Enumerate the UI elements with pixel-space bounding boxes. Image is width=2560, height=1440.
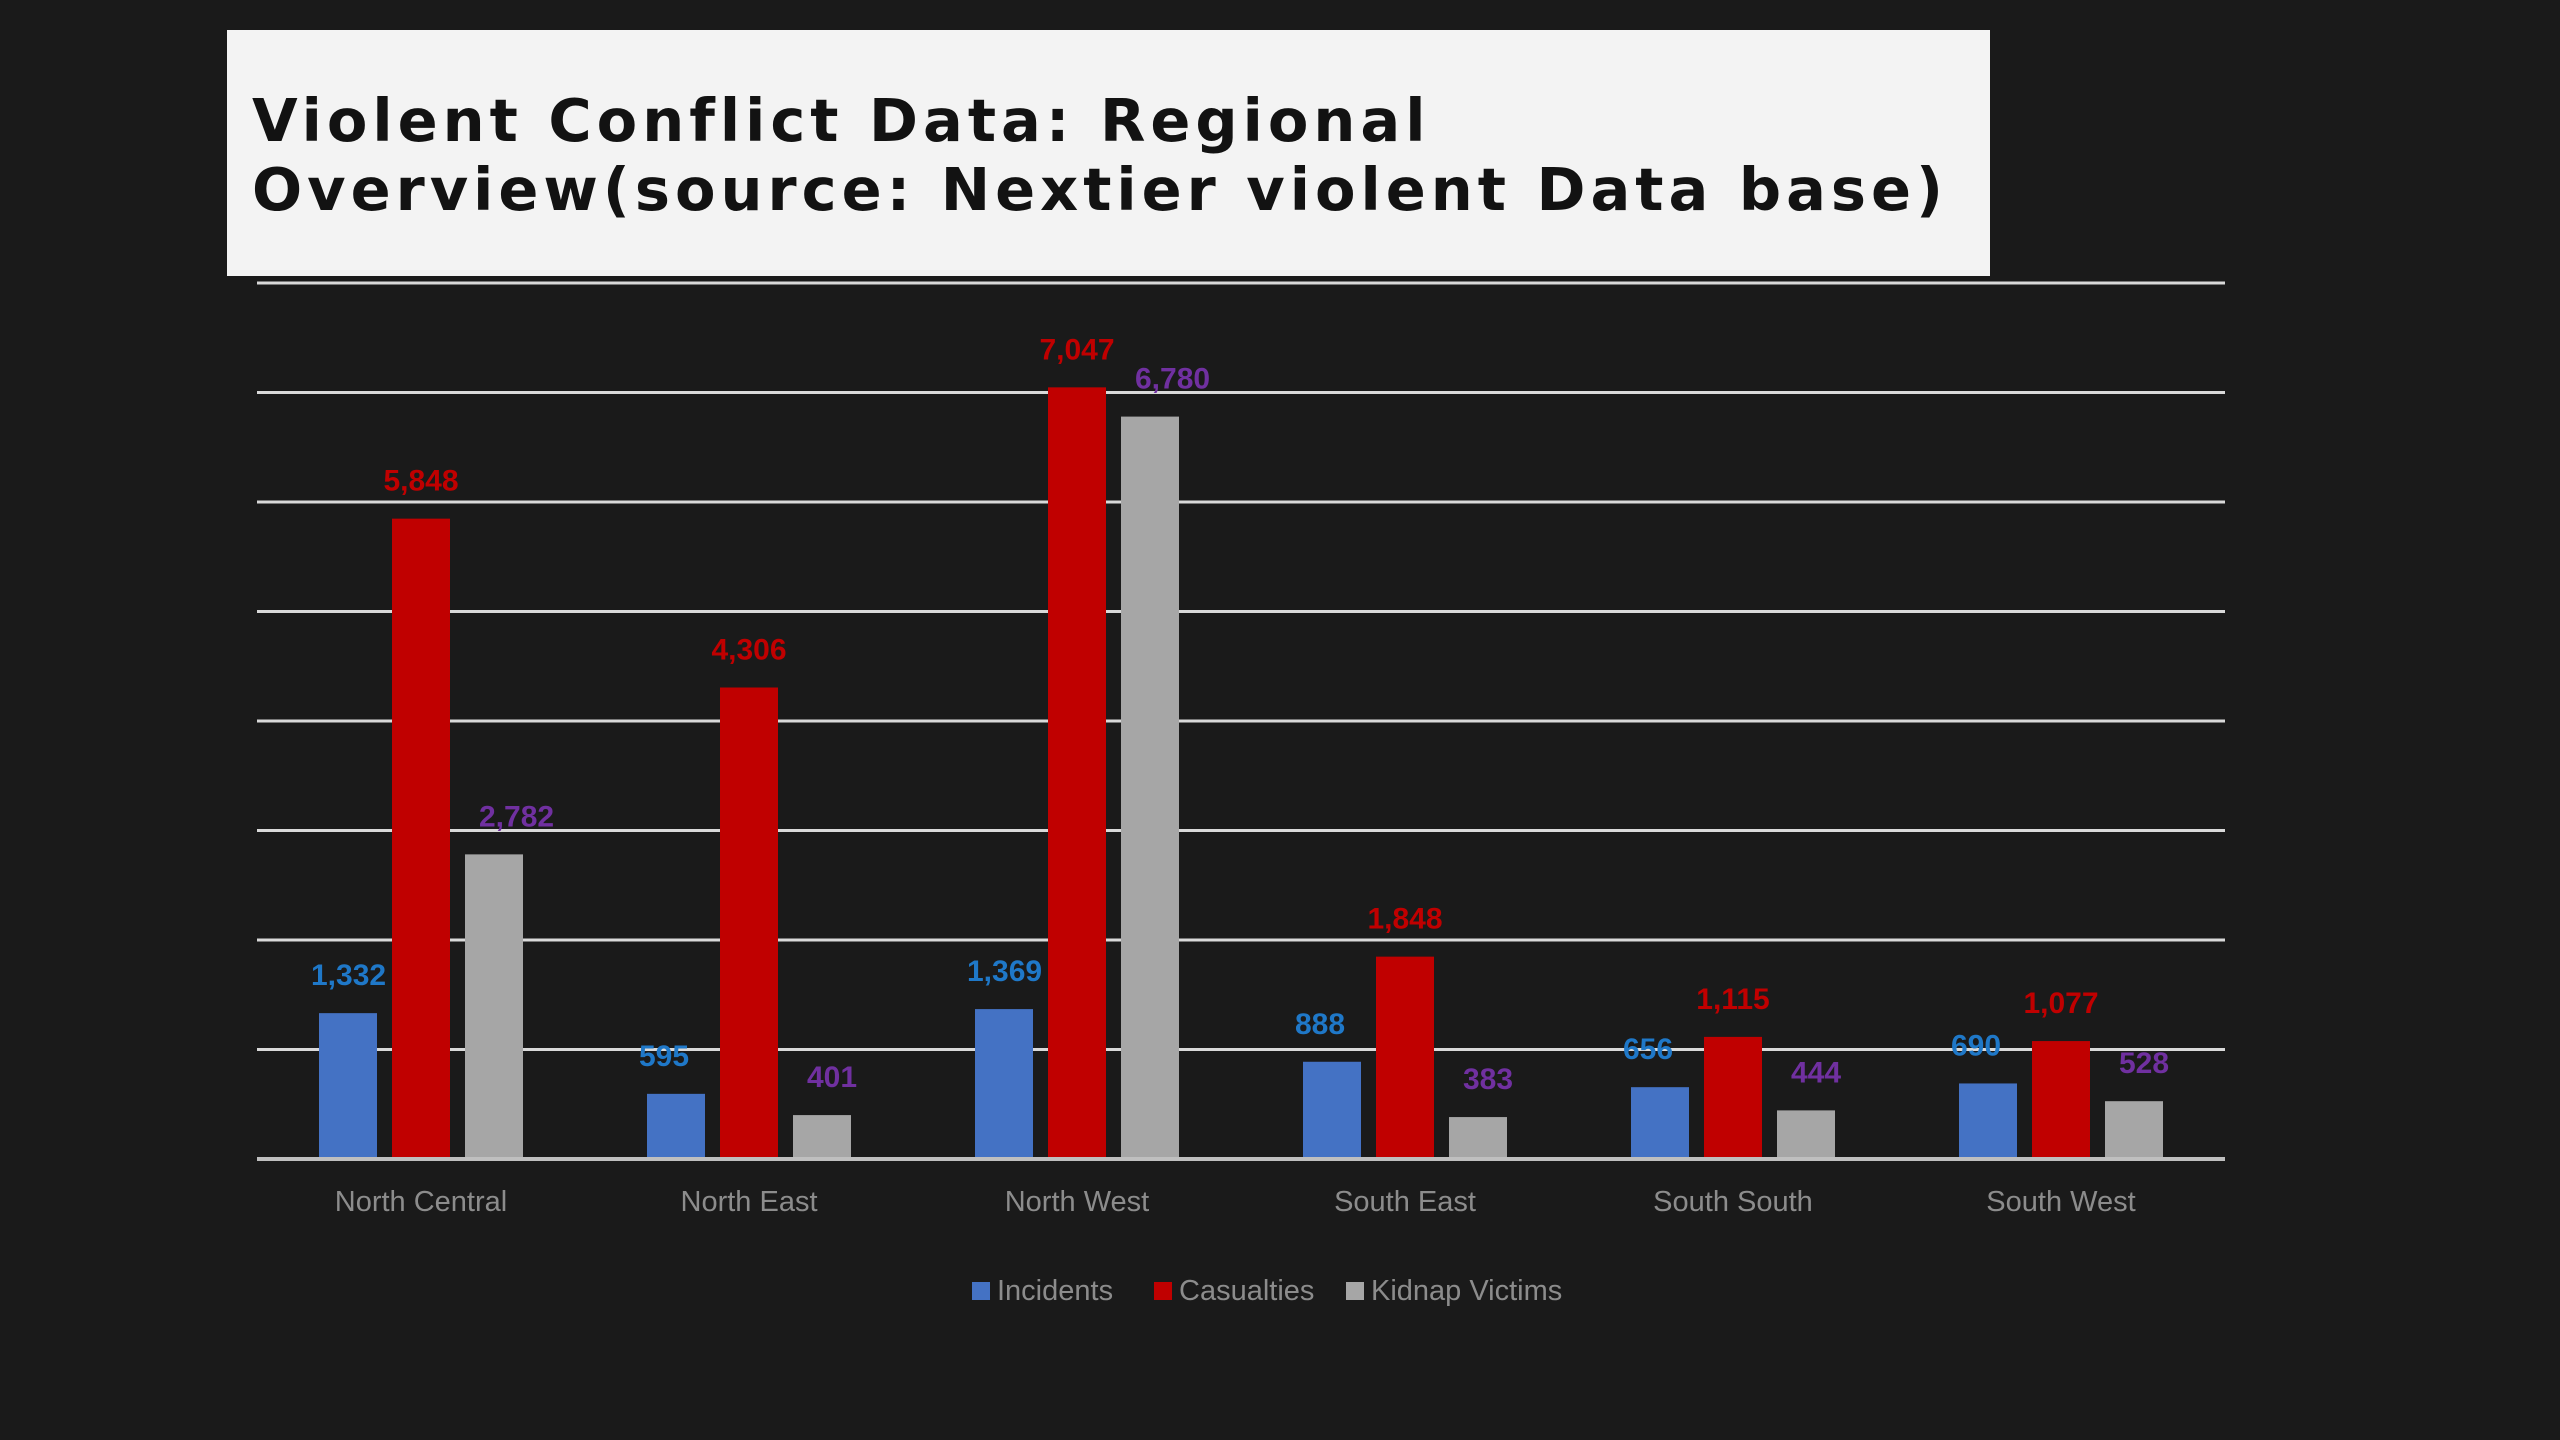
bar-casualties <box>720 687 778 1159</box>
bar-incidents <box>319 1013 377 1159</box>
bar-incidents <box>647 1093 705 1159</box>
title-box: Violent Conflict Data: Regional Overview… <box>227 30 1990 276</box>
bar-incidents <box>1631 1087 1689 1159</box>
data-label-casualties: 1,115 <box>1696 983 1769 1016</box>
bar-casualties <box>1376 956 1434 1159</box>
x-tick-label: North East <box>681 1186 818 1218</box>
data-label-kidnap-victims: 2,782 <box>479 800 554 833</box>
data-label-casualties: 1,077 <box>2023 987 2098 1020</box>
bar-kidnap-victims <box>793 1115 851 1159</box>
data-label-incidents: 656 <box>1623 1033 1673 1066</box>
data-label-casualties: 4,306 <box>711 633 786 666</box>
bar-casualties <box>392 518 450 1159</box>
data-label-incidents: 888 <box>1295 1008 1345 1041</box>
data-label-casualties: 5,848 <box>383 465 458 498</box>
x-tick-label: South South <box>1653 1186 1813 1218</box>
legend: Incidents Casualties Kidnap Victims <box>972 1275 1562 1307</box>
legend-label-incidents: Incidents <box>997 1275 1113 1307</box>
bar-kidnap-victims <box>2105 1101 2163 1159</box>
gridlines <box>257 281 2225 1051</box>
legend-label-kidnap-victims: Kidnap Victims <box>1371 1275 1562 1307</box>
legend-swatch-casualties <box>1154 1282 1172 1300</box>
data-label-kidnap-victims: 6,780 <box>1135 363 1210 396</box>
chart-title: Violent Conflict Data: Regional Overview… <box>252 86 1948 224</box>
data-label-kidnap-victims: 401 <box>807 1061 857 1094</box>
bar-incidents <box>1959 1083 2017 1159</box>
bar-kidnap-victims <box>1449 1117 1507 1159</box>
data-labels: 1,332 5,848 2,782 595 4,306 401 1,369 7,047 6,78… <box>311 333 2169 1096</box>
bar-kidnap-victims <box>465 854 523 1159</box>
data-label-kidnap-victims: 528 <box>2119 1047 2169 1080</box>
legend-swatch-kidnap-victims <box>1346 1282 1364 1300</box>
x-tick-label: North Central <box>335 1186 507 1218</box>
bar-casualties <box>2032 1041 2090 1159</box>
legend-label-casualties: Casualties <box>1179 1275 1314 1307</box>
bars <box>319 387 2163 1160</box>
bar-incidents <box>975 1009 1033 1159</box>
x-tick-label: South East <box>1334 1186 1476 1218</box>
bar-casualties <box>1048 387 1106 1159</box>
x-axis: North Central North East North West South E… <box>257 1157 2225 1218</box>
x-tick-label: North West <box>1005 1186 1150 1218</box>
legend-swatch-incidents <box>972 1282 990 1300</box>
bar-kidnap-victims <box>1777 1110 1835 1159</box>
x-tick-label: South West <box>1986 1186 2135 1218</box>
data-label-casualties: 7,047 <box>1039 333 1114 366</box>
data-label-incidents: 690 <box>1951 1029 2001 1062</box>
data-label-kidnap-victims: 383 <box>1463 1063 1513 1096</box>
bar-kidnap-victims <box>1121 416 1179 1160</box>
data-label-incidents: 595 <box>639 1040 689 1073</box>
data-label-incidents: 1,332 <box>311 959 386 992</box>
data-label-incidents: 1,369 <box>967 955 1042 988</box>
bar-casualties <box>1704 1036 1762 1159</box>
bar-incidents <box>1303 1061 1361 1159</box>
data-label-kidnap-victims: 444 <box>1791 1056 1841 1089</box>
data-label-casualties: 1,848 <box>1367 903 1442 936</box>
